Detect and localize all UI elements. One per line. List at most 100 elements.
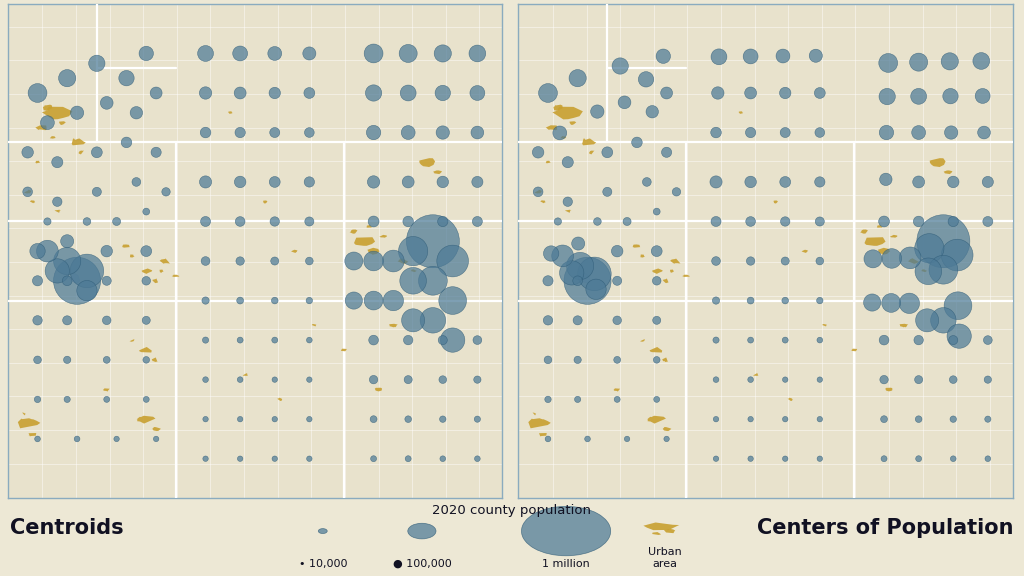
Circle shape — [402, 216, 414, 227]
Text: ● 100,000: ● 100,000 — [392, 559, 452, 569]
Circle shape — [586, 279, 606, 300]
Circle shape — [638, 71, 653, 87]
Circle shape — [713, 337, 719, 343]
Circle shape — [201, 217, 211, 226]
Circle shape — [776, 49, 790, 63]
Circle shape — [914, 234, 944, 263]
Circle shape — [984, 376, 991, 383]
Circle shape — [863, 294, 881, 311]
Polygon shape — [354, 237, 375, 246]
Circle shape — [782, 297, 788, 304]
Circle shape — [238, 377, 243, 382]
Polygon shape — [643, 522, 679, 530]
Circle shape — [102, 316, 111, 325]
Polygon shape — [581, 274, 590, 283]
Circle shape — [912, 176, 925, 188]
Circle shape — [748, 377, 754, 382]
Circle shape — [237, 297, 244, 304]
Circle shape — [911, 126, 926, 139]
Circle shape — [745, 217, 756, 226]
Circle shape — [594, 218, 601, 225]
Polygon shape — [278, 398, 283, 401]
Circle shape — [714, 416, 719, 422]
Polygon shape — [172, 275, 179, 277]
Circle shape — [406, 456, 412, 462]
Circle shape — [471, 126, 483, 139]
Circle shape — [368, 176, 380, 188]
Circle shape — [62, 276, 72, 286]
Polygon shape — [375, 388, 382, 391]
Circle shape — [913, 216, 924, 227]
Circle shape — [53, 257, 100, 304]
Circle shape — [89, 55, 105, 71]
Circle shape — [269, 88, 281, 98]
Circle shape — [318, 529, 328, 533]
Polygon shape — [640, 255, 645, 257]
Polygon shape — [787, 398, 793, 401]
Circle shape — [60, 234, 74, 248]
Polygon shape — [419, 158, 435, 167]
Circle shape — [652, 316, 660, 324]
Circle shape — [403, 335, 413, 345]
Circle shape — [948, 336, 957, 344]
Circle shape — [437, 217, 447, 226]
Polygon shape — [682, 275, 690, 277]
Polygon shape — [535, 190, 542, 194]
Circle shape — [234, 176, 246, 188]
Polygon shape — [263, 200, 267, 203]
Circle shape — [711, 49, 727, 65]
Circle shape — [401, 309, 425, 332]
Circle shape — [439, 416, 446, 422]
Circle shape — [711, 127, 721, 138]
Circle shape — [975, 89, 990, 104]
Polygon shape — [922, 270, 927, 272]
Circle shape — [985, 416, 991, 422]
Circle shape — [817, 416, 822, 422]
Circle shape — [982, 176, 993, 188]
Circle shape — [978, 126, 990, 139]
Polygon shape — [70, 274, 80, 283]
Circle shape — [746, 257, 755, 265]
Circle shape — [399, 44, 417, 62]
Polygon shape — [613, 388, 621, 392]
Polygon shape — [552, 107, 583, 119]
Polygon shape — [886, 388, 892, 391]
Circle shape — [559, 261, 584, 285]
Circle shape — [779, 88, 791, 98]
Polygon shape — [129, 339, 134, 342]
Polygon shape — [24, 190, 31, 194]
Circle shape — [662, 147, 672, 157]
Circle shape — [271, 297, 279, 304]
Circle shape — [664, 436, 670, 442]
Circle shape — [102, 276, 112, 285]
Polygon shape — [136, 416, 156, 423]
Circle shape — [745, 127, 756, 138]
Circle shape — [198, 46, 213, 62]
Circle shape — [612, 58, 629, 74]
Circle shape — [653, 357, 660, 363]
Circle shape — [271, 337, 278, 343]
Circle shape — [142, 316, 151, 324]
Circle shape — [910, 89, 927, 104]
Circle shape — [269, 176, 281, 187]
Circle shape — [713, 297, 720, 304]
Circle shape — [121, 137, 132, 147]
Circle shape — [914, 335, 924, 345]
Circle shape — [472, 217, 482, 226]
Circle shape — [591, 105, 604, 118]
Circle shape — [574, 356, 582, 363]
Circle shape — [612, 276, 622, 285]
Circle shape — [744, 176, 757, 188]
Circle shape — [950, 416, 956, 422]
Polygon shape — [864, 237, 886, 246]
Circle shape — [651, 246, 663, 256]
Circle shape — [713, 377, 719, 382]
Polygon shape — [546, 125, 557, 130]
Circle shape — [236, 217, 245, 226]
Circle shape — [652, 276, 662, 285]
Circle shape — [880, 335, 889, 345]
Circle shape — [369, 216, 379, 227]
Circle shape — [201, 257, 210, 266]
Polygon shape — [560, 136, 566, 139]
Circle shape — [272, 456, 278, 461]
